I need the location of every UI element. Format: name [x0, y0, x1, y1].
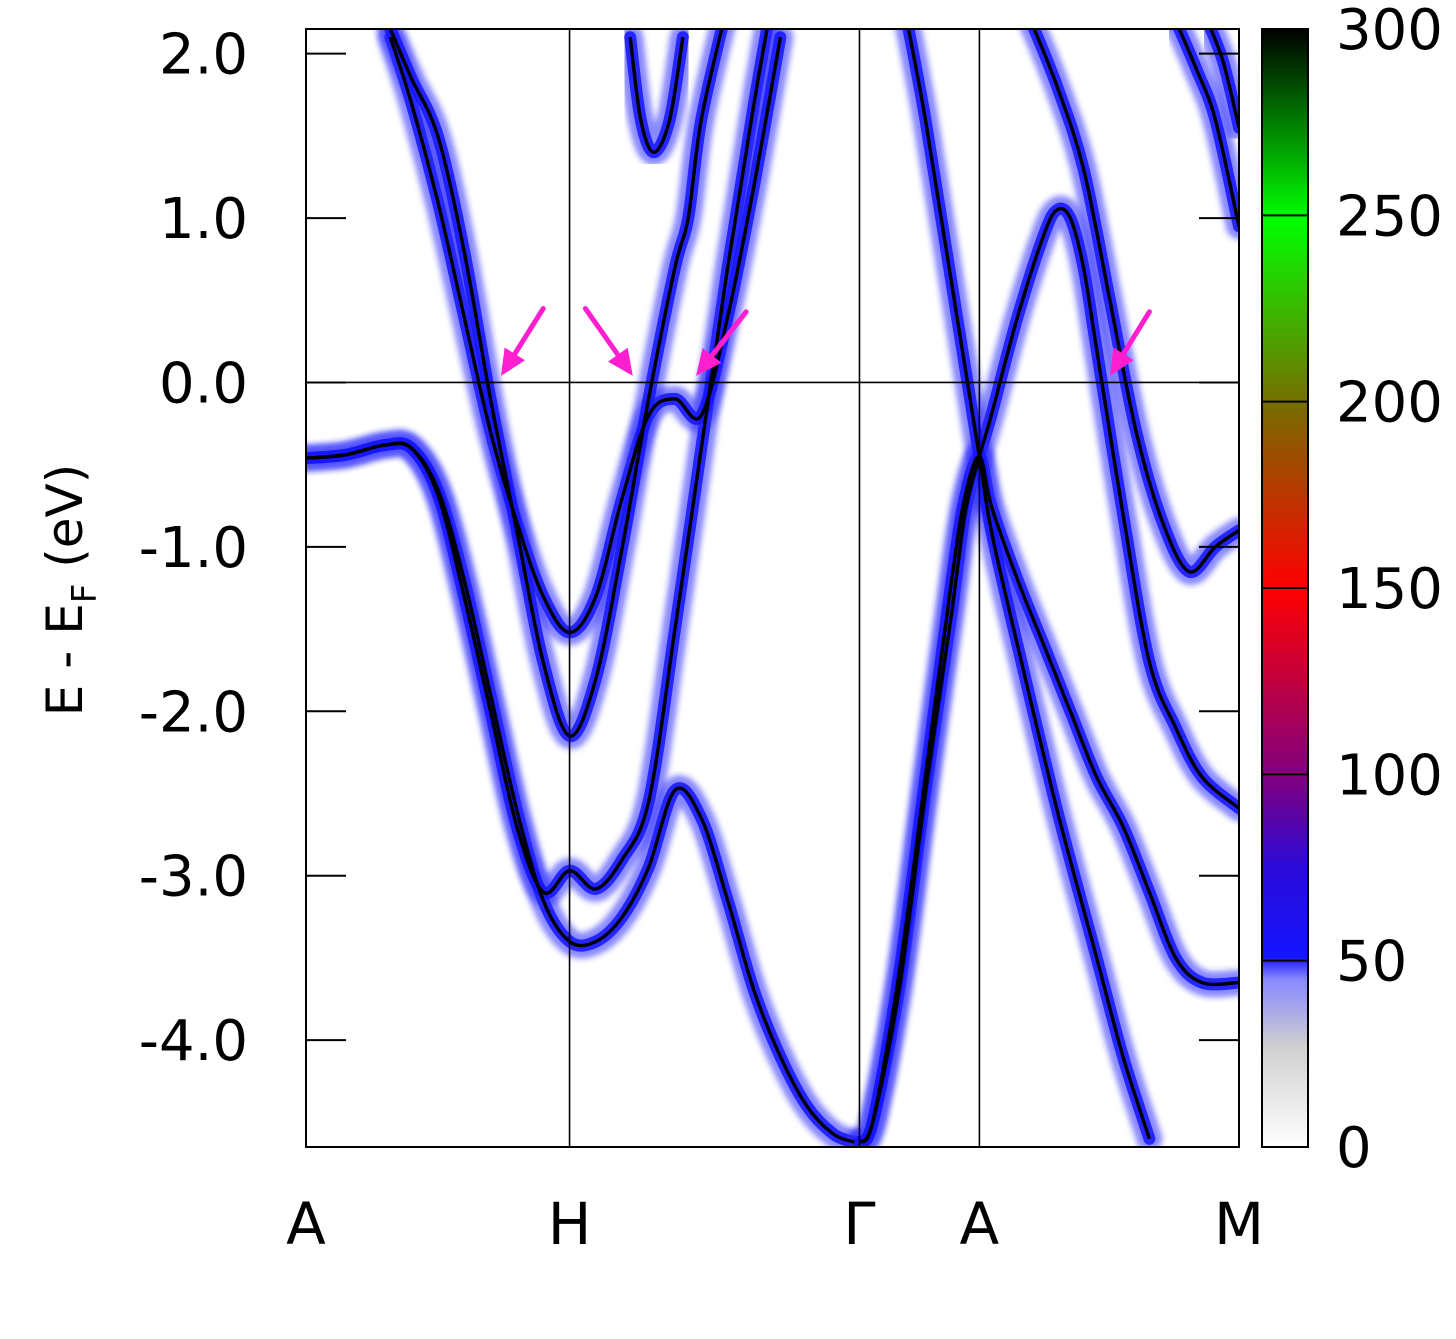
colorbar-tick-label: 50: [1336, 930, 1407, 995]
plot-frame: [305, 28, 1240, 1148]
colorbar: 0 50 100 150 200 250 300: [1261, 0, 1443, 1181]
plot-area: 2.0 1.0 0.0 -1.0 -2.0 -3.0 -4.0 A H Γ A M: [139, 23, 1264, 1258]
colorbar-tick-label: 150: [1336, 557, 1443, 622]
ytick-label: -2.0: [139, 680, 248, 745]
fermi-crossing-arrow: [696, 309, 749, 376]
ytick-label: -4.0: [139, 1009, 248, 1074]
ytick-label: 2.0: [159, 23, 248, 88]
band-line-9: [1177, 29, 1239, 227]
y-ticks: 2.0 1.0 0.0 -1.0 -2.0 -3.0 -4.0: [139, 23, 1239, 1074]
fermi-crossing-arrows: [501, 306, 1152, 376]
band-line-3: [388, 29, 724, 738]
colorbar-tick-label: 300: [1336, 0, 1443, 63]
band-lines: [306, 29, 1239, 1144]
ytick-label: -1.0: [139, 516, 248, 581]
kpoint-label: Γ: [843, 1190, 875, 1258]
colorbar-tick-label: 250: [1336, 184, 1443, 249]
band-line-4: [628, 36, 685, 154]
y-axis-label: E - EF (eV): [36, 464, 105, 716]
colorbar-tick-label: 0: [1336, 1116, 1372, 1181]
ytick-label: -3.0: [139, 845, 248, 910]
band-line-8: [1032, 29, 1239, 574]
kpoint-label: A: [286, 1190, 326, 1258]
ytick-label: 0.0: [159, 351, 248, 416]
colorbar-tick-label: 100: [1336, 743, 1443, 808]
fermi-crossing-arrow: [501, 306, 546, 376]
kpoint-gridlines: [306, 29, 1239, 1147]
band-line-2: [388, 36, 783, 635]
fermi-crossing-arrow: [1109, 309, 1152, 376]
colorbar-tick-label: 200: [1336, 371, 1443, 436]
fermi-crossing-arrow: [582, 306, 633, 376]
colorbar-ticks: 0 50 100 150 200 250 300: [1262, 0, 1443, 1181]
band-line-6: [858, 454, 1239, 1144]
band-line-7: [906, 29, 1152, 1140]
band-line-5: [858, 206, 1239, 1144]
ytick-label: 1.0: [159, 187, 248, 252]
kpoint-label: H: [548, 1190, 592, 1258]
band-line-1: [306, 29, 769, 896]
kpoint-label: A: [960, 1190, 1000, 1258]
kpoint-label: M: [1214, 1190, 1264, 1258]
